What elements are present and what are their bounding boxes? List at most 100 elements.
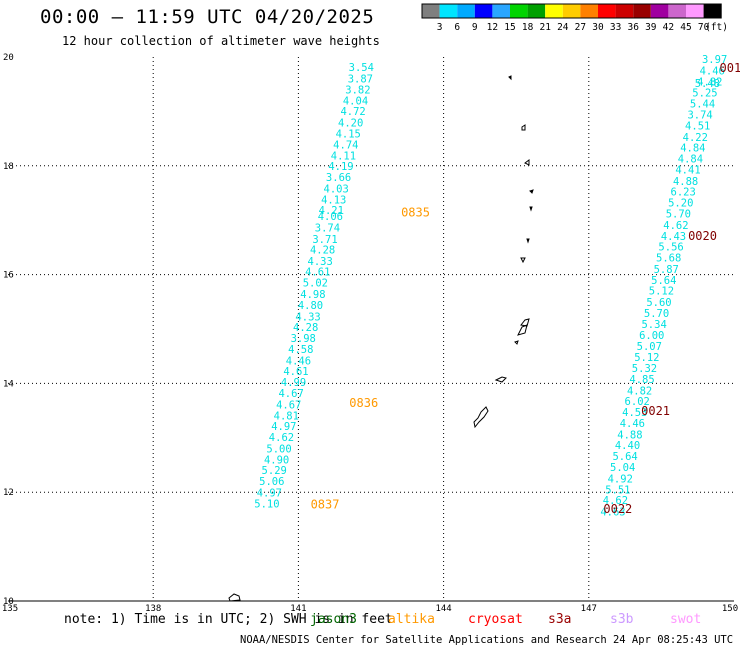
yap-island xyxy=(228,593,241,602)
wave-height-value: 5.44 xyxy=(690,99,715,111)
colorbar-swatch xyxy=(439,4,458,18)
northern-islet-3 xyxy=(524,159,530,166)
wave-height-value: 4.51 xyxy=(685,120,710,132)
colorbar-unit-label: (ft) xyxy=(705,22,728,32)
wave-height-value: 5.70 xyxy=(666,208,691,220)
wave-height-value: 5.34 xyxy=(641,319,666,331)
colorbar-tick-label: 36 xyxy=(627,22,639,32)
northern-islet-6 xyxy=(526,238,530,244)
wave-height-value: 4.19 xyxy=(328,161,353,173)
wave-height-value: 5.70 xyxy=(644,308,669,320)
guam-island xyxy=(473,406,489,429)
satellite-legend-swot: swot xyxy=(670,612,702,627)
colorbar-swatch xyxy=(703,4,722,18)
wave-height-value: 4.40 xyxy=(615,440,640,452)
land-outlines xyxy=(228,75,534,602)
wave-height-value: 3.71 xyxy=(312,234,337,246)
wave-height-value: 5.06 xyxy=(259,476,284,488)
wave-height-value: 4.62 xyxy=(269,432,294,444)
wave-height-value: 5.56 xyxy=(658,242,683,254)
wave-height-value: 5.48 xyxy=(695,78,720,90)
wave-height-value: 4.99 xyxy=(281,377,306,389)
wave-height-value: 5.07 xyxy=(637,341,662,353)
track-west: 3.543.873.824.044.724.204.154.744.114.19… xyxy=(254,62,430,511)
wave-height-value: 4.46 xyxy=(286,355,311,367)
wave-height-value: 4.92 xyxy=(608,473,633,485)
northern-islet-4 xyxy=(529,189,534,194)
colorbar-tick-label: 9 xyxy=(472,22,478,32)
wave-height-value: 4.74 xyxy=(333,139,358,151)
wave-height-value: 4.46 xyxy=(620,418,645,430)
wave-height-value: 4.04 xyxy=(343,95,368,107)
wave-height-value: 4.98 xyxy=(300,289,325,301)
footer-credit: NOAA/NESDIS Center for Satellite Applica… xyxy=(240,634,740,646)
colorbar-tick-label: 30 xyxy=(592,22,604,32)
colorbar-swatch xyxy=(457,4,475,18)
wave-height-value: 3.97 xyxy=(702,54,727,66)
colorbar-swatch xyxy=(527,4,546,18)
wave-height-value: 4.62 xyxy=(603,495,628,507)
lon-tick-label: 147 xyxy=(581,604,597,614)
colorbar-swatch xyxy=(562,4,581,18)
footer-note: note: 1) Time is in UTC; 2) SWH is in fe… xyxy=(64,612,393,627)
pass-time-label: 0835 xyxy=(401,205,430,219)
anatahan-island xyxy=(514,340,519,345)
wave-height-value: 5.29 xyxy=(262,465,287,477)
wave-height-value: 4.61 xyxy=(305,267,330,279)
colorbar-tick-label: 39 xyxy=(645,22,657,32)
lat-tick-label: 10 xyxy=(3,597,14,607)
colorbar-swatch xyxy=(598,4,616,18)
pass-time-label: 0836 xyxy=(349,396,378,410)
lat-tick-label: 16 xyxy=(3,271,14,281)
colorbar-tick-label: 15 xyxy=(504,22,515,32)
wave-height-value: 4.33 xyxy=(308,256,333,268)
wave-height-value: 4.43 xyxy=(661,231,686,243)
wave-height-value: 4.90 xyxy=(264,454,289,466)
track-east: 3.974.464.825.485.255.443.744.514.224.84… xyxy=(600,54,740,519)
wave-height-value: 3.87 xyxy=(348,74,373,86)
wave-height-value: 5.00 xyxy=(266,443,291,455)
northern-islet-7 xyxy=(520,257,526,264)
colorbar-tick-label: 24 xyxy=(557,22,569,32)
wave-height-value: 4.84 xyxy=(678,154,703,166)
wave-height-value: 4.28 xyxy=(310,244,335,256)
pass-time-label: 0837 xyxy=(311,498,340,512)
colorbar-tick-label: 70 xyxy=(698,22,710,32)
pass-time-label: 0019 xyxy=(720,61,740,75)
colorbar-swatch xyxy=(492,4,510,18)
wave-height-value: 3.74 xyxy=(315,223,340,235)
wave-height-value: 5.04 xyxy=(610,462,635,474)
lat-tick-label: 18 xyxy=(3,162,14,172)
wave-height-value: 5.02 xyxy=(303,278,328,290)
wave-height-value: 4.84 xyxy=(680,143,705,155)
wave-height-value: 4.80 xyxy=(298,300,323,312)
northern-islet-5 xyxy=(529,206,533,212)
wave-height-value: 5.64 xyxy=(651,275,676,287)
colorbar-swatch xyxy=(474,4,493,18)
wave-height-value: 4.41 xyxy=(675,164,700,176)
altimeter-tracks: 3.543.873.824.044.724.204.154.744.114.19… xyxy=(254,54,740,519)
wave-height-value: 3.98 xyxy=(291,333,316,345)
lon-tick-label: 150 xyxy=(722,604,738,614)
rota-island xyxy=(494,376,507,383)
wave-height-value: 5.87 xyxy=(654,264,679,276)
colorbar-tick-label: 42 xyxy=(663,22,674,32)
wave-height-value: 4.46 xyxy=(700,65,725,77)
wave-height-value: 5.12 xyxy=(649,286,674,298)
colorbar-swatch xyxy=(668,4,686,18)
colorbar-tick-label: 45 xyxy=(680,22,691,32)
lat-tick-label: 14 xyxy=(3,379,14,389)
wave-height-value: 4.88 xyxy=(673,176,698,188)
wave-height-value: 4.82 xyxy=(627,385,652,397)
saipan-island xyxy=(520,318,530,327)
wave-height-value: 4.82 xyxy=(697,76,722,88)
colorbar-swatch xyxy=(422,4,440,18)
wave-height-value: 4.67 xyxy=(276,399,301,411)
northern-islet-2 xyxy=(521,124,526,131)
wave-height-value: 4.62 xyxy=(663,220,688,232)
colorbar-tick-label: 6 xyxy=(454,22,460,32)
satellite-legend-cryosat: cryosat xyxy=(468,612,523,627)
colorbar-swatch xyxy=(686,4,704,18)
lat-tick-label: 20 xyxy=(3,53,14,63)
pass-time-label: 0022 xyxy=(603,502,632,516)
